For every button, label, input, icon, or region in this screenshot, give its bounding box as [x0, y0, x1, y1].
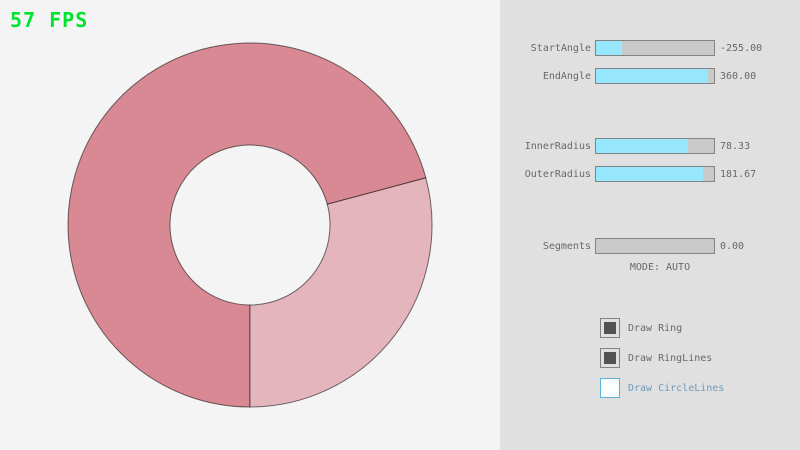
ring-canvas — [67, 42, 433, 408]
slider-row-end-angle: EndAngle 360.00 — [500, 68, 800, 84]
start-angle-slider[interactable] — [595, 40, 715, 56]
slider-row-segments: Segments 0.00 — [500, 238, 800, 254]
slider-row-start-angle: StartAngle -255.00 — [500, 40, 800, 56]
inner-radius-slider-fill — [596, 139, 689, 153]
segments-slider[interactable] — [595, 238, 715, 254]
segments-value: 0.00 — [720, 240, 745, 252]
draw-ring-label: Draw Ring — [628, 322, 683, 334]
fps-counter: 57 FPS — [10, 8, 89, 32]
segments-label: Segments — [542, 240, 591, 252]
inner-radius-label: InnerRadius — [524, 140, 591, 152]
outer-radius-slider-fill — [596, 167, 704, 181]
checkbox-row-draw-ringlines: Draw RingLines — [600, 348, 712, 368]
start-angle-value: -255.00 — [720, 42, 763, 54]
start-angle-label: StartAngle — [530, 42, 591, 54]
draw-ring-checkbox[interactable] — [600, 318, 620, 338]
outer-radius-label: OuterRadius — [524, 168, 591, 180]
draw-ringlines-label: Draw RingLines — [628, 352, 713, 364]
end-angle-value: 360.00 — [720, 70, 757, 82]
outer-radius-value: 181.67 — [720, 168, 757, 180]
ring-sector-dark — [67, 42, 427, 408]
draw-circlelines-label: Draw CircleLines — [628, 382, 725, 394]
checkbox-check-mark — [604, 382, 616, 394]
slider-row-inner-radius: InnerRadius 78.33 — [500, 138, 800, 154]
end-angle-slider-fill — [596, 69, 709, 83]
segments-mode-text: MODE: AUTO — [629, 262, 691, 273]
inner-radius-value: 78.33 — [720, 140, 751, 152]
slider-row-outer-radius: OuterRadius 181.67 — [500, 166, 800, 182]
end-angle-label: EndAngle — [542, 70, 591, 82]
draw-ringlines-checkbox[interactable] — [600, 348, 620, 368]
outer-radius-slider[interactable] — [595, 166, 715, 182]
controls-panel: StartAngle -255.00 EndAngle 360.00 Inner… — [500, 0, 800, 450]
start-angle-slider-fill — [596, 41, 622, 55]
checkbox-check-mark — [604, 352, 616, 364]
end-angle-slider[interactable] — [595, 68, 715, 84]
checkbox-row-draw-ring: Draw Ring — [600, 318, 682, 338]
checkbox-check-mark — [604, 322, 616, 334]
draw-circlelines-checkbox[interactable] — [600, 378, 620, 398]
checkbox-row-draw-circlelines: Draw CircleLines — [600, 378, 724, 398]
ring-sector-light — [249, 177, 433, 408]
inner-radius-slider[interactable] — [595, 138, 715, 154]
